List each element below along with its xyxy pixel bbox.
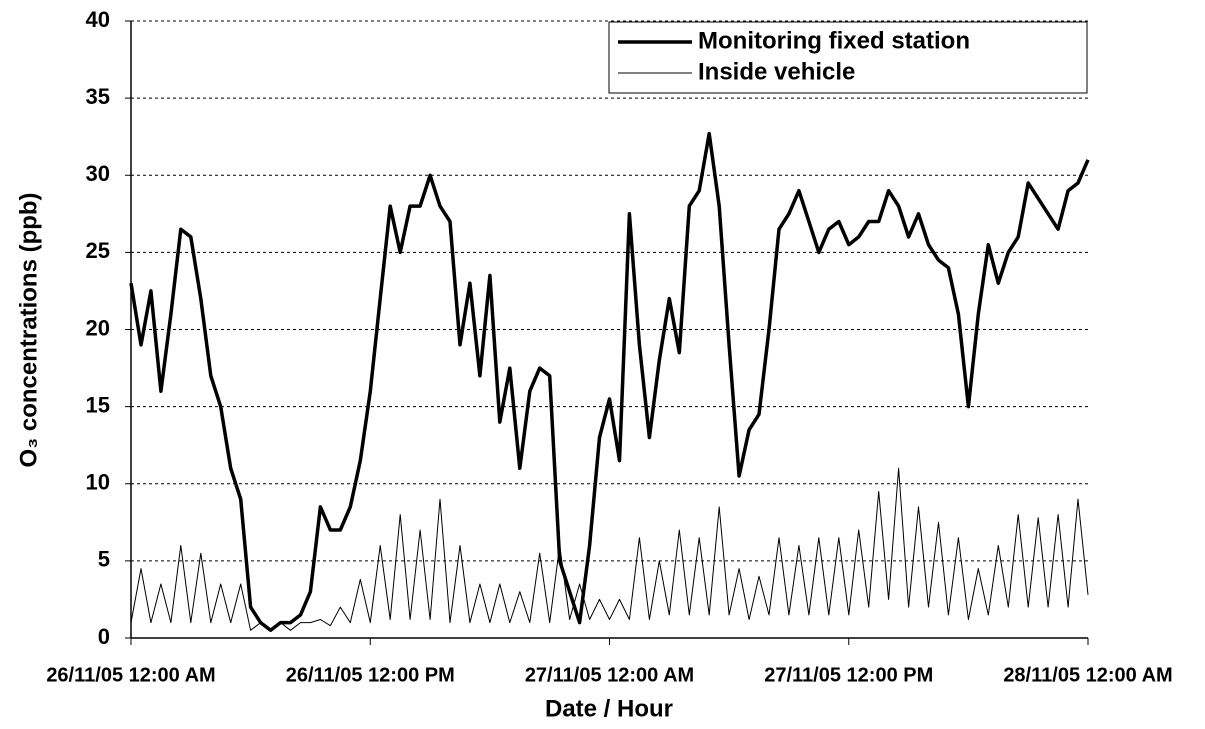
x-tick-label: 26/11/05 12:00 AM (46, 664, 215, 686)
legend-box (608, 21, 1088, 94)
y-tick-label: 0 (98, 624, 110, 649)
y-tick-label: 30 (86, 161, 110, 186)
legend-label: Inside vehicle (698, 58, 855, 85)
y-tick-label: 25 (86, 238, 110, 263)
y-tick-label: 5 (98, 547, 110, 572)
y-tick-label: 40 (86, 7, 110, 32)
line-series (130, 467, 1089, 631)
x-tick-label: 27/11/05 12:00 AM (525, 664, 694, 686)
x-tick-label: 27/11/05 12:00 PM (764, 664, 933, 686)
line-series (129, 131, 1090, 633)
legend-label: Monitoring fixed station (698, 27, 970, 54)
y-tick-label: 15 (86, 392, 110, 417)
x-tick-label: 28/11/05 12:00 AM (1003, 664, 1172, 686)
y-tick-label: 35 (86, 84, 110, 109)
y-tick-label: 20 (86, 315, 110, 340)
x-axis-title: Date / Hour (545, 695, 673, 722)
y-tick-label: 10 (86, 470, 110, 495)
y-axis-title: O₃ concentrations (ppb) (15, 192, 42, 467)
x-tick-label: 26/11/05 12:00 PM (286, 664, 455, 686)
